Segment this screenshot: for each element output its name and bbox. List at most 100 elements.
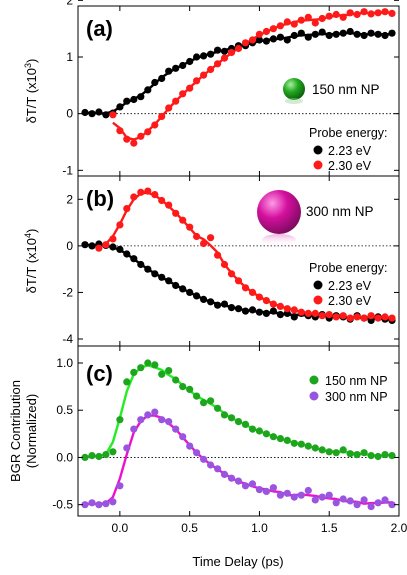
data-point-c-1-24 bbox=[248, 480, 257, 488]
data-point-a-1-32 bbox=[332, 10, 340, 19]
data-point-c-0-13 bbox=[172, 376, 180, 384]
data-point-a-1-37 bbox=[367, 10, 375, 18]
legend-label-c-150: 150 nm NP bbox=[325, 374, 388, 388]
data-point-c-1-31 bbox=[297, 491, 305, 499]
data-point-c-1-41 bbox=[367, 503, 375, 511]
data-point-c-0-5 bbox=[116, 416, 124, 424]
data-point-c-0-8 bbox=[137, 364, 145, 372]
data-point-a-1-13 bbox=[200, 71, 208, 79]
data-point-c-0-25 bbox=[255, 427, 263, 435]
data-point-c-0-14 bbox=[179, 383, 187, 391]
data-point-b-1-38 bbox=[360, 314, 368, 322]
data-point-c-0-32 bbox=[304, 442, 312, 450]
data-point-c-1-33 bbox=[311, 496, 319, 504]
y-tick-label-c-1: 0.0 bbox=[56, 450, 73, 464]
x-tick-label-1: 0.5 bbox=[181, 521, 198, 535]
data-point-a-1-27 bbox=[297, 16, 305, 24]
data-point-b-1-27 bbox=[283, 305, 291, 313]
data-point-c-0-22 bbox=[234, 418, 243, 426]
data-point-b-0-8 bbox=[137, 260, 145, 269]
data-point-c-0-15 bbox=[186, 385, 194, 393]
data-point-c-0-40 bbox=[360, 449, 368, 457]
data-point-b-1-14 bbox=[193, 232, 201, 241]
data-point-c-0-37 bbox=[339, 446, 347, 454]
data-point-a-1-24 bbox=[276, 22, 284, 30]
y-axis-title-a-close: ) bbox=[24, 59, 39, 63]
legend-marker-a-230 bbox=[313, 160, 323, 170]
data-point-b-1-35 bbox=[339, 312, 347, 320]
data-point-c-1-9 bbox=[144, 411, 152, 419]
data-point-b-1-36 bbox=[346, 314, 354, 322]
y-tick-label-a-0: -1 bbox=[62, 163, 73, 177]
data-point-a-0-44 bbox=[388, 29, 396, 37]
data-point-a-1-20 bbox=[248, 36, 257, 44]
data-point-c-1-19 bbox=[214, 465, 222, 473]
data-point-b-1-15 bbox=[200, 239, 208, 248]
data-point-c-0-26 bbox=[262, 430, 270, 438]
data-point-c-1-22 bbox=[234, 477, 243, 485]
data-point-c-0-38 bbox=[346, 450, 354, 458]
data-point-a-0-41 bbox=[367, 29, 375, 37]
data-point-c-1-27 bbox=[269, 484, 277, 492]
data-point-a-0-42 bbox=[374, 30, 382, 38]
data-point-c-0-19 bbox=[214, 404, 222, 412]
data-point-c-1-1 bbox=[88, 499, 96, 507]
data-point-c-0-42 bbox=[374, 452, 382, 461]
data-point-b-0-15 bbox=[186, 288, 194, 296]
data-point-b-0-26 bbox=[262, 309, 270, 317]
data-point-c-0-23 bbox=[241, 420, 250, 428]
data-point-a-1-25 bbox=[283, 18, 291, 26]
data-point-a-1-29 bbox=[311, 19, 319, 27]
data-point-b-0-17 bbox=[200, 295, 208, 303]
data-point-c-0-6 bbox=[123, 378, 131, 386]
data-point-c-0-10 bbox=[151, 361, 159, 369]
data-point-a-0-43 bbox=[381, 31, 389, 40]
data-point-a-0-13 bbox=[172, 64, 180, 72]
data-point-c-0-17 bbox=[200, 399, 208, 407]
data-point-a-0-3 bbox=[102, 111, 110, 119]
data-point-a-1-2 bbox=[123, 135, 131, 143]
data-point-a-1-6 bbox=[151, 121, 159, 129]
data-point-c-1-26 bbox=[262, 487, 270, 495]
data-points bbox=[81, 8, 396, 511]
y-axis-title-b-exponent: 4 bbox=[23, 233, 33, 238]
data-point-b-1-10 bbox=[165, 201, 173, 209]
data-point-c-1-29 bbox=[283, 489, 291, 497]
annotation-300nm: 300 nm NP bbox=[306, 204, 374, 219]
data-point-a-1-9 bbox=[172, 97, 180, 105]
data-point-c-0-2 bbox=[95, 452, 103, 461]
data-point-c-1-20 bbox=[220, 470, 229, 478]
data-point-a-0-15 bbox=[186, 57, 194, 66]
x-tick-label-2: 1.0 bbox=[251, 521, 268, 535]
data-point-c-1-42 bbox=[374, 499, 382, 507]
data-point-c-1-12 bbox=[165, 418, 173, 426]
data-point-a-0-6 bbox=[123, 97, 131, 105]
data-point-b-0-23 bbox=[241, 307, 250, 315]
zero-lines bbox=[78, 113, 399, 458]
legend-title-a: Probe energy: bbox=[309, 126, 388, 140]
data-point-b-0-18 bbox=[207, 298, 215, 306]
data-point-a-1-19 bbox=[241, 39, 250, 47]
data-point-b-0-14 bbox=[179, 285, 187, 293]
data-point-b-1-18 bbox=[220, 260, 229, 269]
y-axis-title-a-main: δT/T (x10 bbox=[24, 68, 39, 123]
data-point-a-0-17 bbox=[200, 52, 208, 60]
y-axis-title-b-close: ) bbox=[24, 229, 39, 233]
data-point-b-0-9 bbox=[144, 265, 152, 273]
data-point-c-1-28 bbox=[276, 491, 284, 499]
data-point-b-1-23 bbox=[255, 293, 263, 301]
data-point-b-1-1 bbox=[102, 241, 110, 249]
data-point-b-1-8 bbox=[151, 191, 159, 199]
data-point-b-1-4 bbox=[123, 205, 131, 213]
data-point-a-1-10 bbox=[179, 90, 187, 98]
data-point-a-1-34 bbox=[346, 9, 354, 17]
data-point-c-1-6 bbox=[123, 444, 131, 452]
data-point-c-0-18 bbox=[207, 397, 215, 405]
data-point-a-0-33 bbox=[311, 30, 319, 38]
y-axis-title-c-line1: BGR Contribution bbox=[8, 380, 23, 482]
data-point-a-0-5 bbox=[116, 103, 124, 111]
data-point-c-0-41 bbox=[367, 452, 375, 460]
legend-label-b-223: 2.23 eV bbox=[328, 279, 372, 293]
legend-label-b-230: 2.30 eV bbox=[328, 294, 372, 308]
